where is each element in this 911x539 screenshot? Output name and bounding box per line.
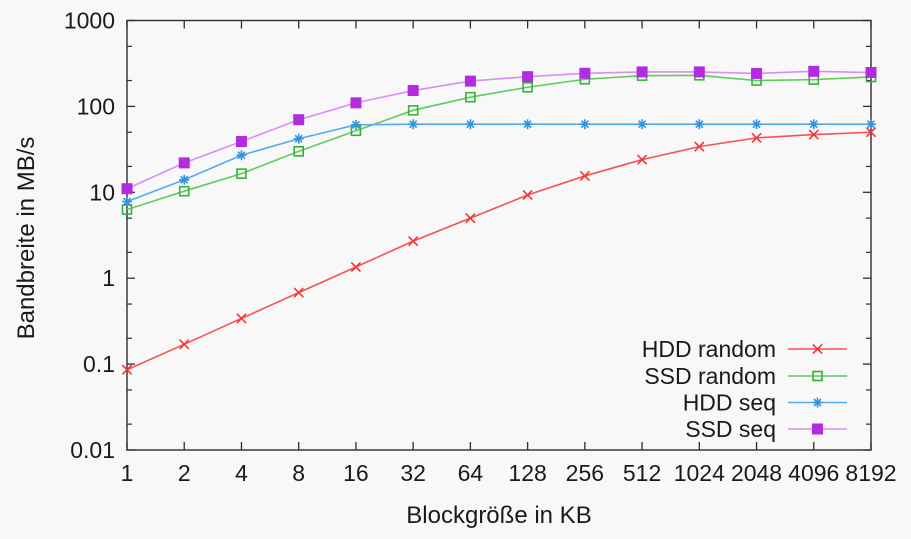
series-marker: [812, 343, 823, 355]
series-marker: [808, 65, 820, 77]
series-ssd-random-line: [126, 74, 872, 211]
series-marker: [522, 189, 533, 201]
x-tick-label: 16: [343, 460, 369, 486]
series-marker: [866, 120, 876, 129]
y-tick-label: 1000: [64, 8, 115, 34]
legend-item-hdd-seq: HDD seq: [683, 390, 847, 416]
series-marker: [235, 136, 247, 148]
series-marker: [237, 151, 246, 160]
legend-label: HDD random: [642, 336, 776, 362]
series-marker: [865, 127, 877, 138]
series-marker: [523, 120, 532, 129]
series-marker: [751, 67, 763, 79]
legend-label: SSD random: [644, 363, 776, 389]
series-marker: [294, 134, 303, 143]
x-tick-label: 64: [458, 460, 484, 486]
series-marker: [293, 114, 305, 126]
series-marker: [813, 398, 822, 407]
series-marker: [121, 364, 133, 375]
x-tick-label: 8192: [845, 460, 896, 486]
series-marker: [293, 287, 304, 298]
series-marker: [636, 66, 648, 78]
series-marker: [122, 197, 132, 206]
x-tick-label: 4096: [788, 460, 839, 486]
legend-item-hdd-random: HDD random: [642, 336, 847, 362]
y-tick-label: 1: [102, 265, 115, 291]
series-marker: [522, 71, 534, 83]
series-marker: [638, 120, 647, 129]
series-marker: [865, 67, 877, 79]
x-tick-label: 32: [400, 460, 426, 486]
series-marker: [693, 66, 705, 78]
series-marker: [464, 75, 476, 87]
series-marker: [293, 146, 304, 157]
series-marker: [809, 120, 818, 129]
series-marker: [350, 261, 362, 273]
series-marker: [579, 170, 591, 182]
series-marker: [465, 91, 476, 103]
series-marker: [178, 157, 190, 169]
x-axis-label: Blockgröße in KB: [406, 502, 591, 529]
y-tick-label: 10: [89, 179, 115, 205]
series-marker: [180, 175, 189, 184]
series-marker: [694, 141, 705, 152]
x-tick-label: 8: [292, 460, 305, 486]
series-marker: [121, 183, 133, 195]
x-tick-label: 256: [566, 460, 604, 486]
series-marker: [407, 85, 419, 97]
x-tick-label: 1: [121, 460, 134, 486]
series-marker: [179, 339, 190, 350]
series-marker: [465, 212, 476, 224]
legend-label: SSD seq: [685, 416, 776, 442]
y-axis-label: Bandbreite in MB/s: [13, 137, 40, 340]
y-tick-label: 100: [77, 93, 115, 119]
series-marker: [522, 81, 533, 93]
series-marker: [178, 185, 190, 197]
x-tick-label: 4: [235, 460, 248, 486]
series-marker: [409, 120, 418, 129]
series-marker: [752, 120, 761, 129]
series-marker: [236, 313, 247, 324]
legend-item-ssd-random: SSD random: [644, 363, 847, 389]
x-tick-label: 512: [623, 460, 661, 486]
series-ssd-random: [121, 70, 877, 215]
x-tick-label: 2: [178, 460, 191, 486]
series-marker: [695, 120, 704, 129]
series-marker: [407, 235, 419, 247]
series-hdd-seq-line: [126, 123, 871, 203]
series-marker: [351, 120, 360, 129]
series-ssd-seq: [121, 65, 877, 195]
series-hdd-random-line: [126, 131, 872, 371]
series-marker: [751, 132, 762, 144]
series-marker: [579, 67, 591, 79]
series-marker: [236, 168, 247, 179]
series-hdd-seq: [122, 119, 876, 207]
series-marker: [350, 97, 362, 109]
series-marker: [466, 120, 475, 129]
x-tick-label: 1024: [674, 460, 725, 486]
x-tick-label: 2048: [731, 460, 782, 486]
series-marker: [812, 423, 823, 435]
plot-border: [126, 19, 872, 451]
legend-item-ssd-seq: SSD seq: [685, 416, 847, 442]
y-tick-label: 0.01: [70, 437, 115, 463]
series-ssd-seq-line: [126, 70, 872, 190]
series-marker: [808, 129, 819, 140]
series-hdd-random: [121, 127, 877, 375]
series-marker: [636, 154, 648, 165]
x-tick-label: 128: [508, 460, 546, 486]
series-marker: [812, 370, 823, 382]
y-tick-label: 0.1: [83, 351, 115, 377]
series-marker: [407, 105, 419, 116]
legend-label: HDD seq: [683, 390, 776, 416]
series-marker: [580, 120, 589, 129]
